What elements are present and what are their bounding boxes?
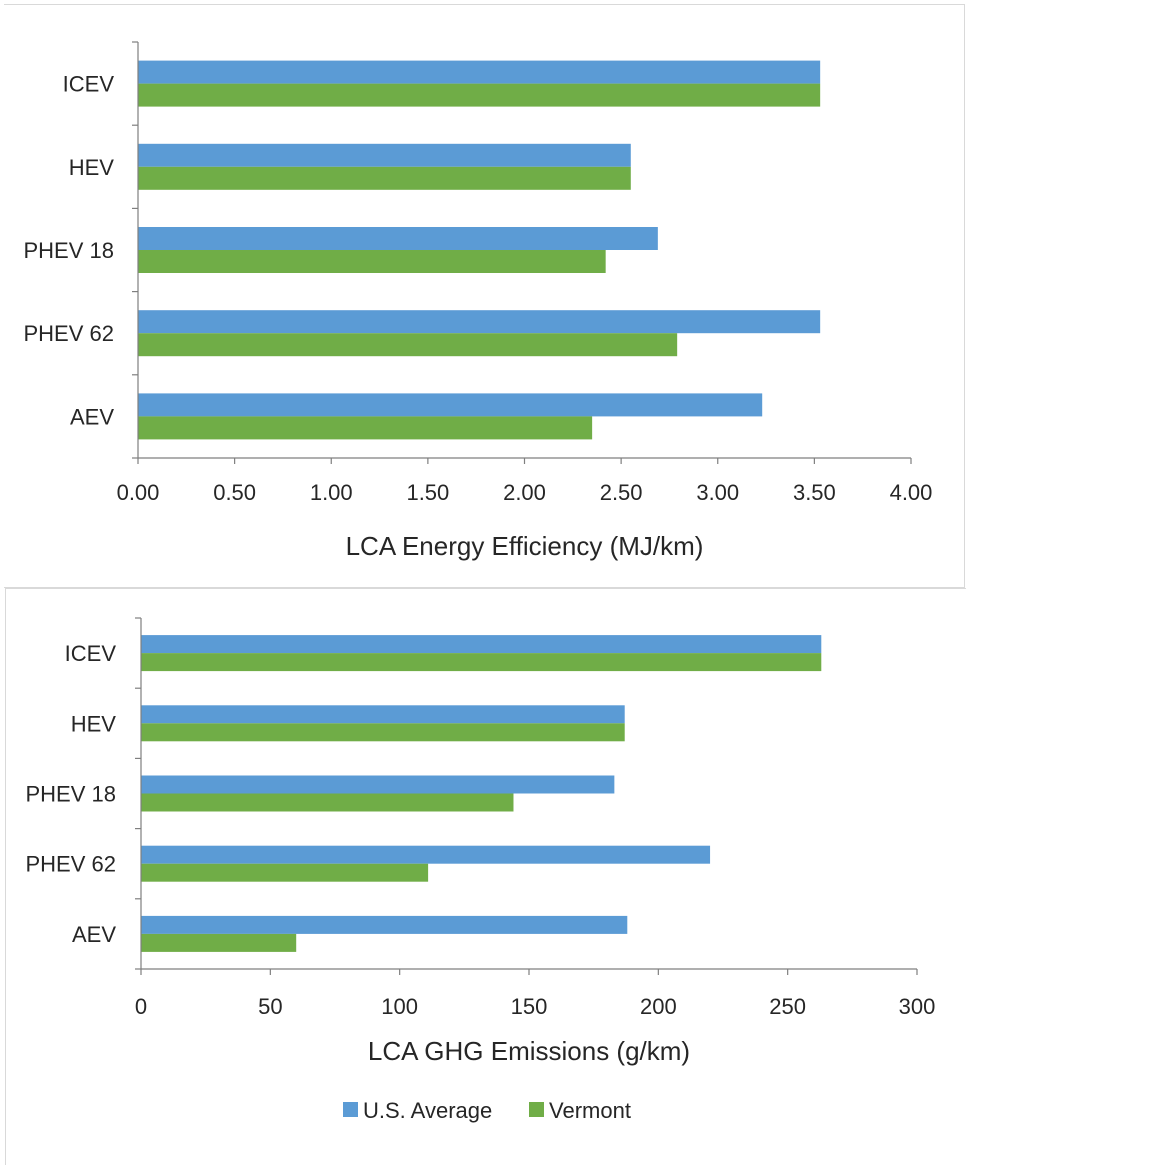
ghg-bar-us-average-4	[141, 915, 628, 934]
energy-x-tick-label: 1.00	[310, 480, 353, 505]
energy-x-tick-label: 2.50	[600, 480, 643, 505]
energy-category-label: PHEV 62	[24, 321, 115, 346]
ghg-category-label: AEV	[72, 922, 116, 947]
energy-category-label: AEV	[70, 404, 114, 429]
chart-frame-energy	[4, 4, 965, 588]
energy-bar-us-average-2	[138, 227, 658, 250]
chart-energy: ICEV HEV PHEV 18 PHEV 62 AEV 0.00 0.50 1.00 1.50…	[24, 41, 933, 561]
ghg-category-label: HEV	[71, 711, 117, 736]
ghg-x-tick-label: 200	[640, 994, 677, 1019]
energy-bar-us-average-0	[138, 60, 821, 84]
energy-category-label: PHEV 18	[24, 238, 115, 263]
ghg-bar-vermont-3	[141, 863, 429, 882]
ghg-category-label: PHEV 18	[26, 782, 117, 807]
energy-x-tick-label: 3.50	[793, 480, 836, 505]
energy-bar-us-average-1	[138, 143, 631, 167]
energy-bar-us-average-4	[138, 393, 763, 417]
ghg-bar-us-average-0	[141, 635, 822, 654]
ghg-bar-vermont-2	[141, 793, 514, 812]
ghg-x-tick-label: 50	[258, 994, 282, 1019]
energy-x-tick-label: 2.00	[503, 480, 546, 505]
energy-bar-vermont-1	[138, 166, 631, 190]
chart-ghg: ICEV HEV PHEV 18 PHEV 62 AEV 0 50 100 150 200 250 3…	[26, 617, 936, 1123]
ghg-category-label: ICEV	[65, 641, 117, 666]
energy-x-tick-label: 0.50	[213, 480, 256, 505]
legend: U.S. Average Vermont	[343, 1098, 631, 1123]
ghg-bar-us-average-2	[141, 775, 615, 794]
energy-x-tick-label: 1.50	[406, 480, 449, 505]
energy-bar-us-average-3	[138, 310, 821, 334]
ghg-x-tick-label: 150	[511, 994, 548, 1019]
ghg-bar-vermont-1	[141, 723, 625, 742]
ghg-x-tick-label: 100	[381, 994, 418, 1019]
ghg-bar-us-average-1	[141, 705, 625, 724]
energy-x-tick-label: 0.00	[117, 480, 160, 505]
energy-bar-vermont-0	[138, 83, 821, 107]
ghg-bar-us-average-3	[141, 845, 711, 864]
energy-bar-vermont-3	[138, 333, 678, 357]
energy-x-tick-label: 3.00	[696, 480, 739, 505]
ghg-category-label: PHEV 62	[26, 852, 117, 877]
energy-x-axis-title: LCA Energy Efficiency (MJ/km)	[346, 531, 704, 561]
energy-bar-vermont-4	[138, 416, 593, 440]
legend-label-us-average: U.S. Average	[363, 1098, 492, 1123]
energy-category-label: ICEV	[63, 72, 115, 97]
ghg-x-axis-title: LCA GHG Emissions (g/km)	[368, 1036, 690, 1066]
energy-bar-vermont-2	[138, 250, 606, 273]
ghg-x-tick-label: 250	[769, 994, 806, 1019]
energy-category-label: HEV	[69, 155, 115, 180]
chart-frame-ghg	[5, 588, 966, 1165]
ghg-x-tick-label: 0	[135, 994, 147, 1019]
legend-swatch-vermont	[529, 1102, 544, 1117]
legend-swatch-us-average	[343, 1102, 358, 1117]
energy-x-tick-label: 4.00	[890, 480, 933, 505]
legend-label-vermont: Vermont	[549, 1098, 631, 1123]
ghg-bar-vermont-0	[141, 653, 822, 672]
ghg-bar-vermont-4	[141, 933, 297, 952]
ghg-x-tick-label: 300	[899, 994, 936, 1019]
